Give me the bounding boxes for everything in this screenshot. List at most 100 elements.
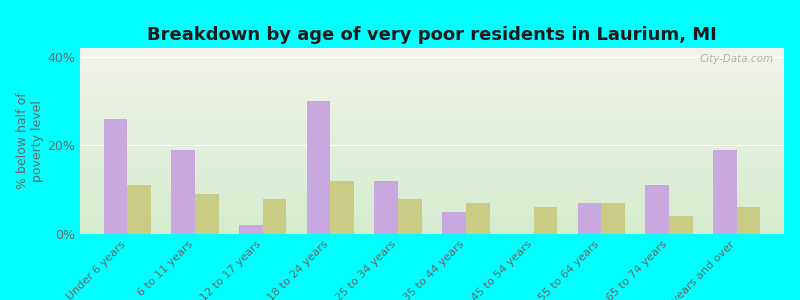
- Bar: [466, 203, 490, 234]
- Bar: [80, 188, 784, 189]
- Bar: [80, 150, 784, 152]
- Bar: [330, 181, 354, 234]
- Bar: [80, 110, 784, 111]
- Bar: [80, 195, 784, 197]
- Bar: [80, 96, 784, 98]
- Bar: [80, 163, 784, 165]
- Bar: [80, 172, 784, 175]
- Bar: [80, 117, 784, 119]
- Bar: [80, 175, 784, 176]
- Bar: [80, 156, 784, 158]
- Bar: [80, 78, 784, 80]
- Bar: [80, 137, 784, 139]
- Bar: [80, 115, 784, 117]
- Bar: [80, 61, 784, 63]
- Bar: [80, 199, 784, 200]
- Text: City-Data.com: City-Data.com: [699, 54, 774, 64]
- Bar: [80, 197, 784, 199]
- Bar: [442, 212, 466, 234]
- Bar: [80, 122, 784, 124]
- Bar: [104, 119, 127, 234]
- Bar: [80, 147, 784, 148]
- Bar: [80, 152, 784, 154]
- Bar: [80, 135, 784, 137]
- Bar: [80, 50, 784, 52]
- Bar: [80, 106, 784, 107]
- Bar: [80, 193, 784, 195]
- Bar: [534, 207, 558, 234]
- Bar: [80, 70, 784, 72]
- Bar: [80, 100, 784, 102]
- Bar: [80, 128, 784, 130]
- Bar: [80, 130, 784, 132]
- Bar: [578, 203, 602, 234]
- Bar: [80, 161, 784, 163]
- Bar: [262, 199, 286, 234]
- Bar: [80, 89, 784, 91]
- Bar: [398, 199, 422, 234]
- Bar: [80, 176, 784, 178]
- Bar: [80, 200, 784, 202]
- Y-axis label: % below half of
poverty level: % below half of poverty level: [17, 93, 45, 189]
- Bar: [80, 230, 784, 232]
- Bar: [80, 82, 784, 83]
- Bar: [80, 221, 784, 223]
- Bar: [80, 67, 784, 68]
- Bar: [80, 141, 784, 143]
- Bar: [713, 150, 737, 234]
- Bar: [80, 102, 784, 104]
- Bar: [80, 191, 784, 193]
- Bar: [80, 94, 784, 96]
- Bar: [80, 93, 784, 94]
- Bar: [80, 145, 784, 147]
- Bar: [80, 160, 784, 161]
- Bar: [80, 158, 784, 160]
- Bar: [80, 225, 784, 226]
- Bar: [80, 178, 784, 180]
- Bar: [80, 226, 784, 228]
- Bar: [80, 208, 784, 210]
- Bar: [80, 215, 784, 217]
- Bar: [737, 207, 760, 234]
- Bar: [80, 107, 784, 110]
- Bar: [80, 59, 784, 61]
- Bar: [80, 214, 784, 215]
- Bar: [80, 121, 784, 122]
- Bar: [80, 223, 784, 225]
- Bar: [80, 186, 784, 188]
- Bar: [80, 219, 784, 221]
- Bar: [646, 185, 669, 234]
- Bar: [80, 119, 784, 121]
- Bar: [80, 169, 784, 171]
- Bar: [80, 83, 784, 85]
- Bar: [80, 57, 784, 59]
- Bar: [306, 101, 330, 234]
- Bar: [80, 85, 784, 87]
- Bar: [80, 126, 784, 128]
- Bar: [239, 225, 262, 234]
- Bar: [80, 74, 784, 76]
- Bar: [80, 132, 784, 134]
- Bar: [80, 134, 784, 135]
- Bar: [80, 212, 784, 214]
- Bar: [80, 165, 784, 167]
- Bar: [80, 232, 784, 234]
- Bar: [80, 76, 784, 78]
- Bar: [80, 68, 784, 70]
- Bar: [80, 217, 784, 219]
- Bar: [80, 91, 784, 93]
- Bar: [80, 52, 784, 54]
- Bar: [80, 148, 784, 150]
- Bar: [80, 87, 784, 89]
- Bar: [80, 72, 784, 74]
- Bar: [80, 167, 784, 169]
- Bar: [80, 189, 784, 191]
- Bar: [80, 65, 784, 67]
- Bar: [127, 185, 151, 234]
- Bar: [669, 216, 693, 234]
- Bar: [80, 54, 784, 56]
- Bar: [80, 56, 784, 57]
- Bar: [80, 80, 784, 82]
- Bar: [80, 111, 784, 113]
- Bar: [80, 204, 784, 206]
